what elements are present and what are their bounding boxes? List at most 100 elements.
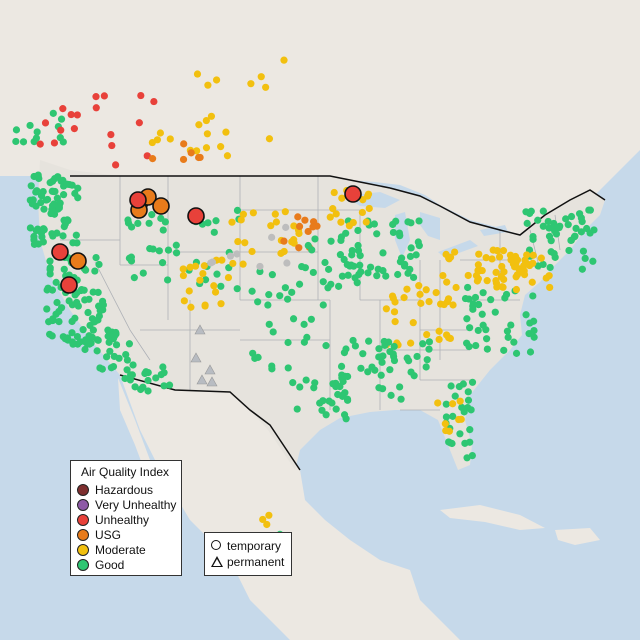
moderate-sensor bbox=[202, 116, 210, 125]
good-sensor bbox=[46, 257, 54, 265]
good-sensor bbox=[525, 330, 533, 338]
moderate-sensor bbox=[446, 334, 454, 343]
good-sensor bbox=[59, 232, 67, 240]
good-sensor bbox=[204, 219, 212, 227]
good-sensor bbox=[394, 270, 402, 279]
moderate-sensor bbox=[338, 194, 346, 202]
good-sensor bbox=[125, 340, 134, 348]
good-sensor bbox=[539, 260, 547, 269]
monitor-type-legend: temporary permanent bbox=[204, 532, 292, 576]
usg-sensor bbox=[309, 223, 317, 231]
usg-sensor bbox=[187, 149, 195, 157]
state-border-line bbox=[94, 261, 131, 331]
good-sensor bbox=[160, 382, 168, 390]
usg-swatch bbox=[77, 529, 89, 541]
good-sensor bbox=[526, 348, 535, 356]
unhealthy-sensor bbox=[70, 125, 78, 133]
good-sensor bbox=[300, 338, 308, 346]
moderate-sensor bbox=[204, 81, 212, 89]
good-sensor bbox=[472, 341, 480, 350]
good-sensor bbox=[265, 291, 273, 299]
good-sensor bbox=[213, 270, 221, 278]
good-sensor bbox=[164, 246, 173, 254]
good-sensor bbox=[586, 206, 594, 214]
good-sensor bbox=[579, 247, 588, 255]
good-sensor bbox=[581, 254, 589, 263]
good-sensor bbox=[459, 380, 467, 388]
good-sensor bbox=[442, 400, 450, 408]
moderate-sensor bbox=[207, 112, 216, 120]
moderate-sensor bbox=[330, 188, 338, 197]
good-sensor bbox=[268, 271, 276, 279]
moderate-sensor bbox=[218, 256, 226, 264]
moderate-sensor bbox=[203, 130, 211, 138]
temporary-monitor bbox=[344, 185, 362, 203]
good-sensor bbox=[468, 378, 477, 386]
unhealthy-sensor bbox=[137, 91, 145, 100]
triangle-icon bbox=[211, 556, 223, 567]
moderate-sensor bbox=[265, 511, 273, 519]
good-sensor bbox=[578, 265, 586, 273]
temporary-monitor-markers[interactable] bbox=[51, 185, 362, 294]
good-sensor bbox=[152, 374, 160, 382]
good-sensor bbox=[106, 347, 114, 355]
unhealthy-sensor bbox=[36, 140, 44, 148]
moderate-sensor bbox=[265, 135, 274, 143]
good-sensor bbox=[375, 345, 383, 353]
good-sensor bbox=[529, 235, 537, 243]
good-sensor bbox=[338, 272, 347, 280]
temporary-monitor bbox=[69, 252, 87, 270]
good-sensor bbox=[139, 269, 147, 277]
good-sensor bbox=[327, 237, 335, 245]
moderate-sensor bbox=[249, 209, 257, 217]
good-sensor bbox=[458, 403, 466, 412]
good-sensor bbox=[340, 411, 349, 419]
good-sensor bbox=[389, 228, 398, 237]
moderate-sensor bbox=[498, 283, 506, 291]
good-sensor bbox=[99, 306, 107, 314]
moderate-sensor bbox=[259, 515, 267, 524]
unhealthy-sensor bbox=[143, 152, 151, 160]
moderate-sensor bbox=[537, 254, 545, 262]
us-mexico-border bbox=[119, 374, 301, 471]
moderate-sensor bbox=[193, 147, 201, 155]
good-sensor bbox=[81, 345, 89, 354]
moderate-sensor bbox=[199, 269, 207, 278]
lake-ontario bbox=[480, 225, 508, 236]
usg-sensor bbox=[196, 153, 204, 162]
moderate-sensor bbox=[212, 76, 221, 84]
good-sensor bbox=[254, 298, 262, 306]
moderate-sensor bbox=[217, 300, 225, 308]
moderate-sensor bbox=[345, 222, 353, 230]
moderate-sensor bbox=[228, 218, 236, 226]
good-sensor bbox=[464, 283, 472, 292]
good-sensor bbox=[126, 375, 134, 383]
good-sensor bbox=[12, 126, 21, 134]
good-sensor bbox=[464, 388, 472, 396]
usg-sensor bbox=[180, 140, 188, 148]
unhealthy-sensor bbox=[107, 130, 115, 139]
good-sensor bbox=[48, 286, 57, 294]
unhealthy-sensor bbox=[92, 104, 100, 112]
legend-label: Unhealthy bbox=[95, 513, 150, 527]
good-sensor bbox=[465, 295, 473, 303]
good-sensor bbox=[123, 356, 132, 364]
moderate-sensor bbox=[417, 299, 425, 307]
moderate-sensor bbox=[290, 222, 298, 230]
legend-label: Good bbox=[95, 558, 125, 572]
unhealthy-sensor bbox=[50, 139, 59, 147]
no-data-sensor bbox=[268, 233, 276, 241]
good-sensor bbox=[157, 370, 165, 379]
good-sensor bbox=[78, 285, 86, 294]
unhealthy-sensor bbox=[73, 111, 81, 119]
sensor-markers[interactable] bbox=[12, 56, 598, 552]
moderate-sensor bbox=[511, 252, 520, 261]
permanent-monitor bbox=[206, 376, 218, 387]
good-sensor bbox=[577, 214, 585, 222]
good-sensor bbox=[351, 342, 360, 350]
usg-sensor bbox=[280, 237, 288, 245]
permanent-label: permanent bbox=[227, 555, 285, 569]
